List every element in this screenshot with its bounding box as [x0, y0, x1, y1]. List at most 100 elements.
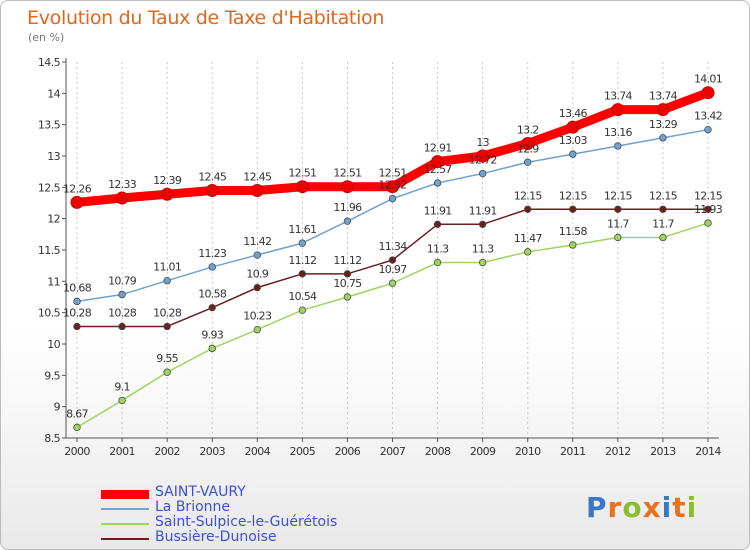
data-point	[478, 220, 487, 229]
data-label: 11.3	[427, 243, 449, 256]
x-tick-label: 2000	[64, 445, 90, 458]
data-point	[118, 322, 126, 331]
legend-label: Saint-Sulpice-le-Guérétois	[155, 514, 338, 530]
data-point	[70, 195, 84, 209]
y-tick-label: 12.5	[38, 181, 61, 194]
data-label: 13.74	[649, 90, 678, 103]
data-point	[433, 258, 442, 267]
data-point	[388, 256, 397, 264]
data-label: 11.91	[424, 204, 452, 217]
logo-letter: i	[686, 491, 698, 524]
y-tick-label: 13	[47, 150, 60, 163]
data-point	[208, 344, 216, 353]
data-label: 12.15	[649, 189, 678, 202]
y-tick-label: 14.5	[38, 56, 61, 69]
data-point	[115, 191, 129, 205]
data-label: 12.15	[514, 189, 543, 202]
data-label: 10.75	[333, 277, 362, 290]
legend-label: La Brionne	[155, 499, 231, 515]
legend-label: SAINT-VAURY	[155, 484, 246, 500]
data-label: 12.33	[108, 178, 137, 191]
data-point	[388, 194, 397, 203]
data-point	[295, 180, 309, 194]
data-point	[253, 251, 261, 259]
x-tick-label: 2008	[425, 445, 451, 458]
logo-letter: x	[642, 491, 662, 524]
data-point	[656, 103, 670, 117]
data-point	[478, 169, 487, 178]
data-point	[163, 368, 171, 376]
data-label: 10.97	[379, 263, 408, 276]
data-label: 12.72	[469, 154, 497, 167]
legend-swatch	[101, 523, 149, 525]
data-point	[704, 125, 712, 134]
y-tick-label: 14	[47, 87, 60, 100]
data-label: 11.93	[694, 203, 723, 216]
data-label: 12.39	[153, 174, 182, 187]
data-label: 10.68	[63, 281, 92, 294]
data-label: 12.26	[63, 182, 92, 195]
x-tick-label: 2003	[199, 445, 225, 458]
data-point	[431, 155, 445, 169]
data-label: 12.9	[517, 142, 539, 155]
logo-letter: o	[622, 491, 643, 524]
data-label: 13.46	[559, 107, 588, 120]
data-point	[614, 233, 622, 242]
legend-swatch	[101, 538, 149, 540]
data-label: 11.7	[607, 217, 629, 230]
data-point	[118, 396, 126, 405]
proxiti-logo: Proxiti	[586, 491, 697, 524]
data-point	[524, 158, 532, 166]
data-label: 12.15	[694, 189, 723, 202]
y-tick-label: 13.5	[38, 119, 61, 132]
data-point	[298, 270, 307, 278]
data-point	[478, 258, 487, 267]
data-label: 11.12	[288, 254, 316, 267]
data-point	[476, 149, 490, 163]
data-point	[704, 219, 712, 227]
y-tick-label: 12	[47, 213, 60, 226]
data-label: 11.3	[472, 243, 494, 256]
data-point	[340, 180, 354, 194]
data-label: 11.91	[469, 204, 497, 217]
data-label: 13	[476, 136, 489, 149]
data-label: 13.74	[604, 90, 633, 103]
data-label: 13.29	[649, 118, 678, 131]
data-point	[659, 233, 667, 242]
data-label: 13.42	[694, 110, 722, 123]
data-label: 10.9	[246, 268, 268, 281]
y-tick-label: 10.5	[38, 307, 61, 320]
data-label: 8.67	[66, 407, 88, 420]
data-point	[208, 303, 216, 312]
data-point	[118, 290, 126, 299]
data-point	[569, 205, 577, 213]
data-label: 10.28	[63, 306, 92, 319]
data-point	[386, 180, 399, 194]
data-point	[208, 263, 216, 271]
data-point	[614, 142, 622, 150]
logo-letter: i	[661, 491, 673, 524]
data-label: 12.51	[379, 167, 407, 180]
logo-letter: r	[607, 491, 623, 524]
data-label: 10.54	[288, 290, 317, 303]
data-point	[73, 297, 81, 306]
data-label: 14.01	[694, 73, 722, 86]
data-label: 11.34	[379, 240, 408, 253]
data-point	[569, 241, 577, 249]
x-tick-label: 2012	[605, 445, 631, 458]
x-tick-label: 2006	[335, 445, 361, 458]
data-label: 12.45	[198, 170, 227, 183]
data-label: 11.58	[559, 225, 588, 238]
data-label: 11.96	[333, 201, 362, 214]
data-point	[163, 277, 171, 285]
data-label: 12.91	[424, 142, 452, 155]
data-point	[205, 183, 219, 197]
data-label: 9.93	[201, 328, 223, 341]
x-tick-label: 2001	[109, 445, 135, 458]
data-point	[73, 423, 81, 432]
legend-label: Bussière-Dunoise	[155, 529, 277, 545]
data-label: 11.12	[333, 254, 361, 267]
y-tick-label: 9.5	[44, 369, 60, 382]
